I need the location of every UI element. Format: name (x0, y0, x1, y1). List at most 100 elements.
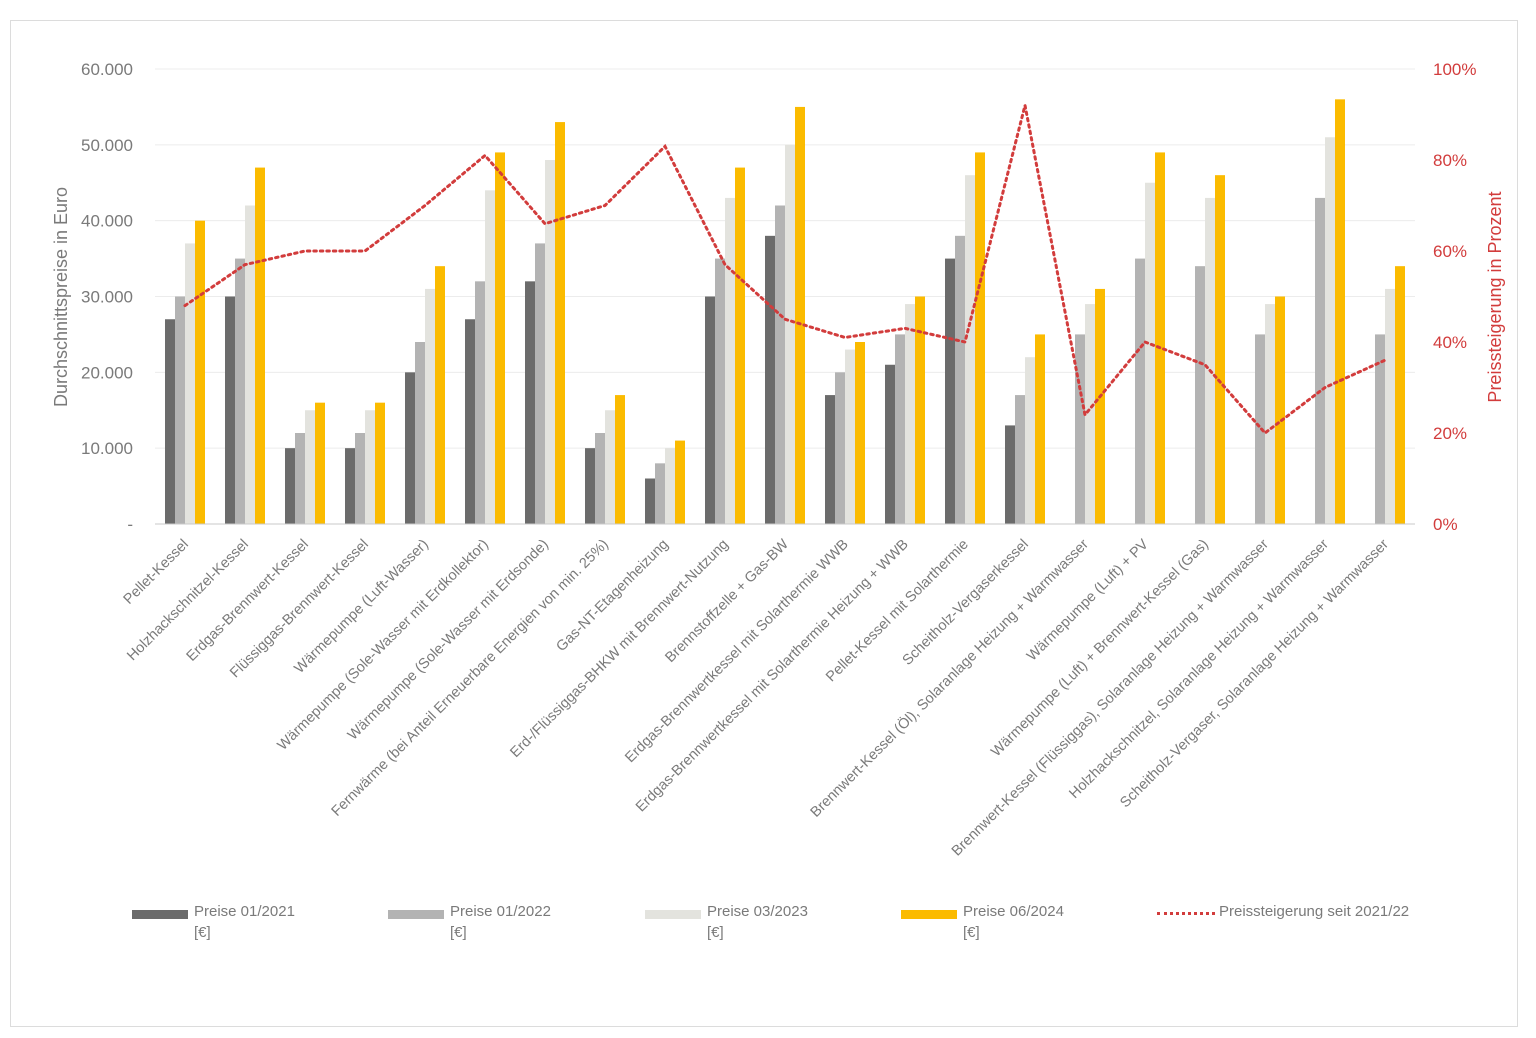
y-tick-label: 20.000 (81, 363, 133, 382)
y2-tick-label: 40% (1433, 333, 1467, 352)
y2-tick-label: 100% (1433, 60, 1476, 79)
bar (1015, 395, 1025, 524)
bar (1335, 99, 1345, 524)
bar (725, 197, 735, 524)
bar (895, 334, 905, 524)
bar (835, 372, 845, 524)
bar (605, 410, 615, 524)
bar (1095, 288, 1105, 524)
legend-label: Preise 01/2022 (450, 903, 551, 920)
bar (435, 266, 445, 524)
legend-label: Preissteigerung seit 2021/22 (1219, 903, 1410, 920)
bar (345, 448, 355, 524)
bar (1385, 288, 1395, 524)
bar (355, 433, 365, 524)
bar (425, 288, 435, 524)
bar (365, 410, 375, 524)
category-label: Erd-/Flüssiggas-BHKW mit Brennwert-Nutzu… (507, 537, 731, 761)
legend-swatch (388, 910, 444, 919)
bar (825, 395, 835, 524)
y-tick-label: - (127, 515, 133, 534)
legend-unit: [€] (450, 924, 467, 941)
category-label: Gas-NT-Etagenheizung (553, 537, 671, 655)
chart-frame (10, 20, 1518, 1027)
category-label: Wärmepumpe (Luft) + Brennwert-Kessel (Ga… (988, 537, 1212, 761)
bar (405, 372, 415, 524)
y-tick-label: 50.000 (81, 136, 133, 155)
bar (1195, 266, 1205, 524)
bar (1275, 296, 1285, 524)
price-increase-line (183, 105, 1387, 436)
bar (165, 319, 175, 524)
category-label: Scheitholz-Vergaserkessel (900, 537, 1032, 669)
bar (225, 296, 235, 524)
bar (285, 448, 295, 524)
bar (185, 243, 195, 524)
category-labels: Pellet-KesselHolzhackschnitzel-KesselErd… (121, 535, 1392, 859)
bar (1035, 334, 1045, 524)
bar (955, 235, 965, 525)
category-label: Wärmepumpe (Luft) + PV (1024, 536, 1152, 664)
bar (655, 463, 665, 524)
bar (585, 448, 595, 524)
category-label: Erdgas-Brennwertkessel mit Solarthermie … (622, 537, 852, 767)
legend-swatch (132, 910, 188, 919)
legend-label: Preise 01/2021 (194, 903, 295, 920)
bar (715, 258, 725, 524)
bar (555, 122, 565, 524)
y-tick-label: 30.000 (81, 288, 133, 307)
legend-unit: [€] (707, 924, 724, 941)
y-tick-label: 60.000 (81, 60, 133, 79)
bar (545, 160, 555, 524)
bar (1085, 304, 1095, 524)
bar (535, 243, 545, 524)
bar (1025, 357, 1035, 524)
bar (915, 296, 925, 524)
bar (965, 175, 975, 524)
bar (1255, 334, 1265, 524)
bar (795, 106, 805, 525)
bar (525, 281, 535, 524)
legend-line-swatch (1157, 912, 1215, 915)
bar (1395, 266, 1405, 524)
bar (775, 205, 785, 524)
bar (1265, 304, 1275, 524)
legend-unit: [€] (194, 924, 211, 941)
category-label: Erdgas-Brennwertkessel mit Solarthermie … (633, 537, 912, 816)
bar (315, 402, 325, 524)
bar (1145, 182, 1155, 524)
legend-label: Preise 03/2023 (707, 903, 808, 920)
bar (245, 205, 255, 524)
y-tick-label: 10.000 (81, 439, 133, 458)
bar (175, 296, 185, 524)
y-tick-label: 40.000 (81, 212, 133, 231)
legend-swatch (645, 910, 701, 919)
axes: - 10.000 20.000 30.000 40.000 50.000 60.000 0% 2… (81, 60, 1476, 534)
bar (765, 235, 775, 525)
category-label: Holzhackschnitzel-Kessel (124, 537, 252, 665)
category-label: Erdgas-Brennwert-Kessel (184, 537, 312, 665)
category-label: Fernwärme (bei Anteil Erneuerbare Energi… (329, 537, 612, 820)
bar (855, 342, 865, 524)
y2-tick-label: 20% (1433, 424, 1467, 443)
legend-unit: [€] (963, 924, 980, 941)
bar (1315, 197, 1325, 524)
bar (615, 395, 625, 524)
bar (975, 152, 985, 524)
bar (675, 440, 685, 524)
bar (485, 190, 495, 525)
bar (195, 220, 205, 524)
bar (1005, 425, 1015, 524)
y2-tick-label: 60% (1433, 242, 1467, 261)
legend-swatch (901, 910, 957, 919)
category-label: Wärmepumpe (Sole-Wasser mit Erdkollektor… (275, 537, 492, 754)
bar (1135, 258, 1145, 524)
bar (235, 258, 245, 524)
bar (735, 167, 745, 525)
bar (1215, 175, 1225, 524)
bar (305, 410, 315, 524)
legend-label: Preise 06/2024 (963, 903, 1064, 920)
bar (645, 478, 655, 524)
bars (165, 99, 1405, 525)
